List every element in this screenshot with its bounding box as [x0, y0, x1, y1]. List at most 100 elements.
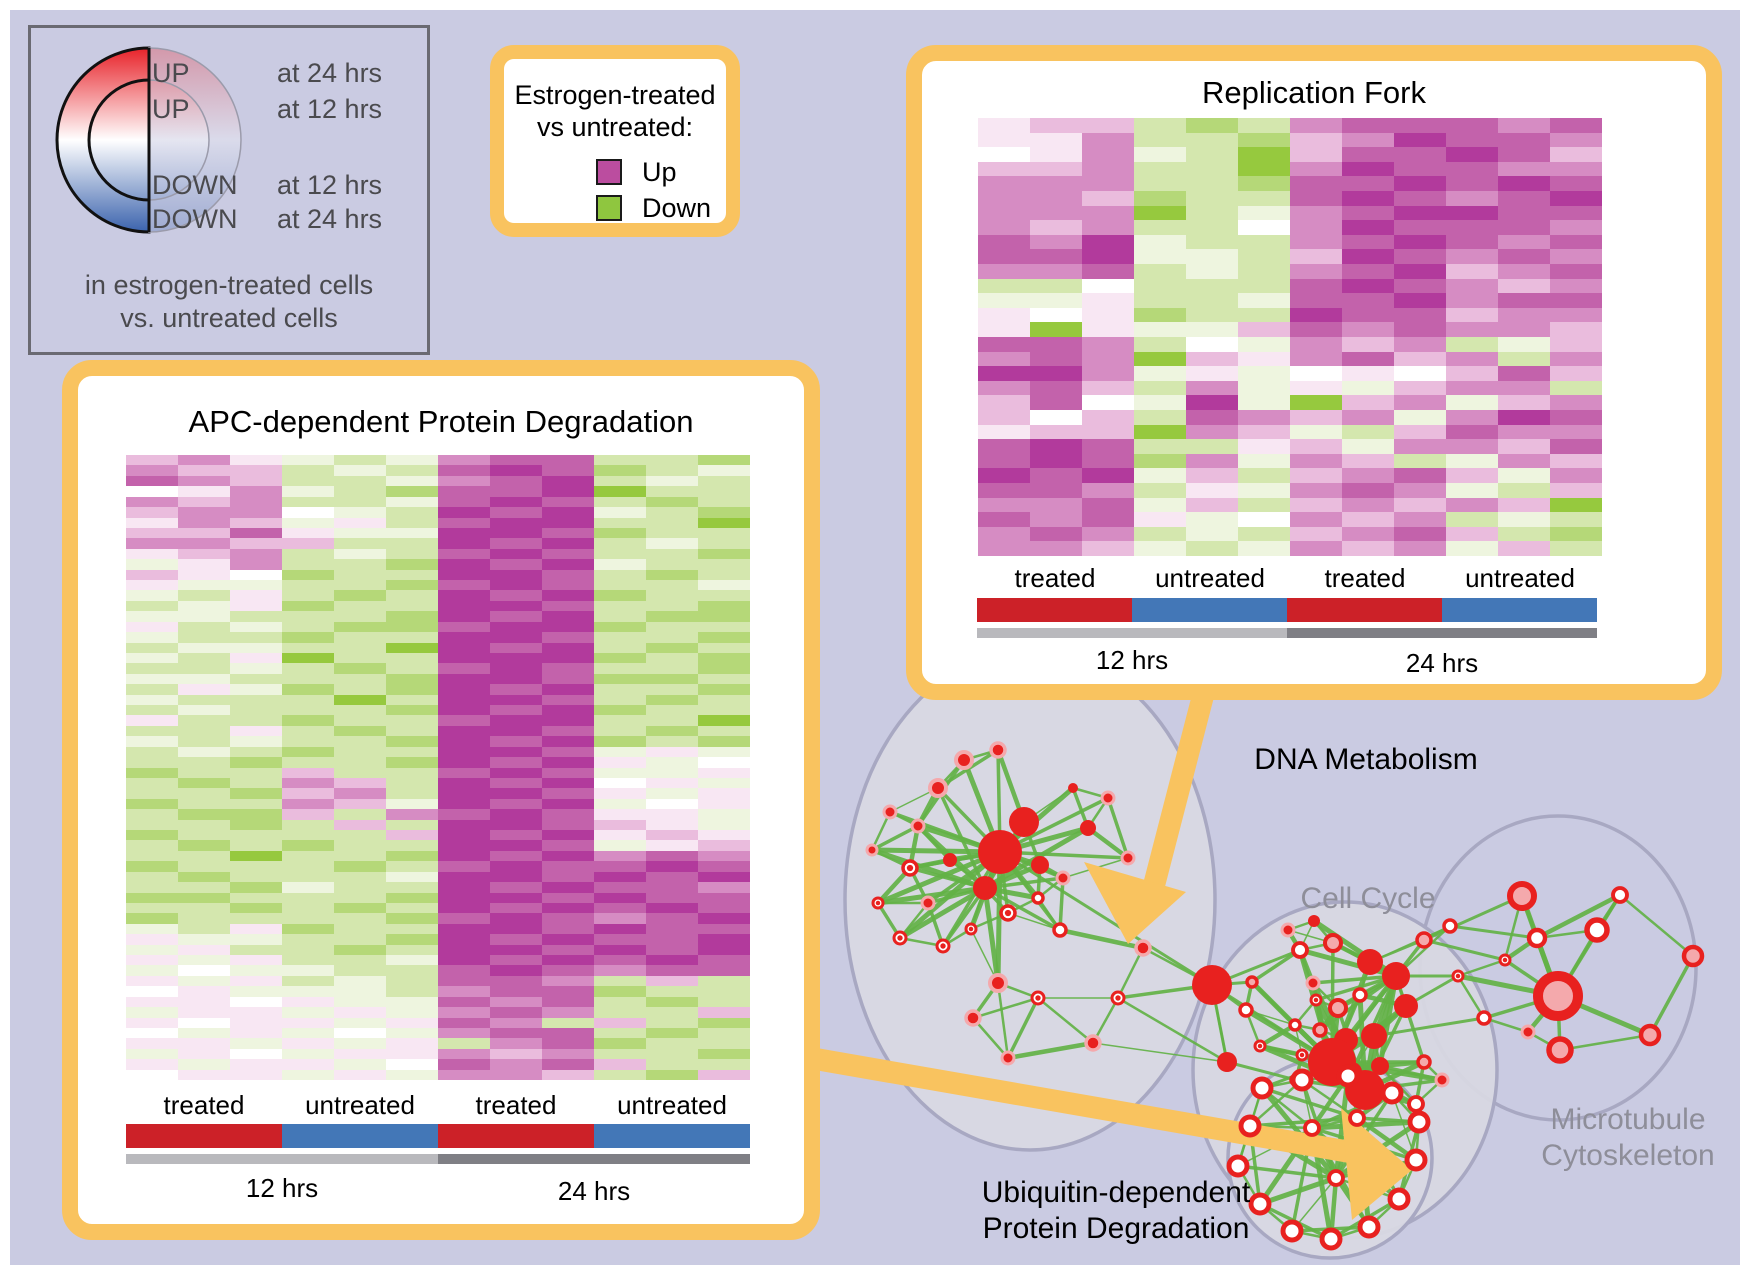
heatmap-cell	[178, 715, 230, 726]
heatmap-cell	[334, 861, 386, 872]
heatmap-cell	[438, 725, 490, 737]
panel-title: Replication Fork	[1202, 75, 1426, 110]
heatmap-cell	[1186, 176, 1238, 191]
heatmap-cell	[178, 975, 230, 987]
heatmap-cell	[594, 871, 646, 883]
heatmap-cell	[1030, 234, 1082, 250]
heatmap-cell	[594, 892, 646, 903]
untreated-bar	[282, 1124, 438, 1148]
heatmap-cell	[126, 1048, 178, 1060]
heatmap-cell	[282, 632, 334, 643]
heatmap-cell	[386, 684, 438, 695]
heatmap-cell	[282, 850, 334, 862]
network-node-dna-metabolism	[1217, 1052, 1237, 1072]
heatmap-cell	[1238, 278, 1290, 294]
network-edge	[972, 996, 1039, 1020]
heatmap-cell	[1446, 249, 1498, 264]
heatmap-cell	[230, 527, 282, 539]
time12-bar	[126, 1154, 438, 1164]
heatmap-cell	[1082, 307, 1134, 323]
heatmap-cell	[1134, 541, 1186, 556]
heatmap-cell	[282, 944, 334, 955]
heatmap-cell	[646, 902, 698, 914]
heatmap-cell	[1342, 380, 1394, 396]
heatmap-cell	[1342, 541, 1394, 556]
heatmap-cell	[490, 830, 542, 841]
heatmap-cell	[178, 1069, 230, 1080]
heatmap-cell	[594, 746, 646, 758]
heatmap-cell	[542, 725, 594, 737]
heatmap-cell	[438, 652, 490, 664]
heatmap-cell	[698, 652, 750, 664]
fold-dir-label: DOWN	[152, 170, 238, 200]
heatmap-cell	[1238, 351, 1290, 367]
network-node-ubiquitin-degradation	[1336, 1064, 1360, 1088]
heatmap-cell	[334, 611, 386, 622]
heatmap-cell	[1290, 132, 1342, 148]
heatmap-cell	[542, 663, 594, 674]
heatmap-cell	[334, 934, 386, 945]
network-edge	[1311, 1119, 1420, 1131]
heatmap-cell	[1446, 191, 1498, 206]
network-edge	[898, 885, 987, 941]
heatmap-cell	[1394, 512, 1446, 527]
heatmap-cell	[1082, 337, 1134, 352]
heatmap-cell	[1342, 424, 1394, 440]
heatmap-cell	[1342, 307, 1394, 323]
heatmap-cell	[1342, 439, 1394, 454]
heatmap-cell	[386, 767, 438, 778]
network-edge	[1291, 1177, 1337, 1232]
heatmap-cell	[646, 1038, 698, 1049]
heatmap-cell	[230, 1027, 282, 1039]
heatmap-cell	[978, 205, 1030, 221]
heatmap-cell	[230, 996, 282, 1008]
network-edge	[1092, 1042, 1228, 1063]
network-node-dna-metabolism	[1192, 965, 1232, 1005]
network-edge	[972, 1017, 1009, 1059]
heatmap-cell	[126, 1038, 178, 1049]
heatmap-cell	[178, 559, 230, 570]
heatmap-cell	[646, 621, 698, 633]
heatmap-cell	[1030, 541, 1082, 556]
heatmap-cell	[1030, 220, 1082, 235]
heatmap-cell	[230, 767, 282, 778]
heatmap-cell	[334, 694, 386, 705]
heatmap-cell	[594, 1038, 646, 1049]
heatmap-cell	[230, 777, 282, 789]
replication-fork-panel: Replication Fork treated untreated treat…	[906, 45, 1722, 700]
heatmap-cell	[1498, 337, 1550, 352]
heatmap-cell	[438, 694, 490, 705]
heatmap-cell	[698, 1059, 750, 1070]
heatmap-cell	[698, 965, 750, 976]
network-node-ubiquitin-degradation	[1387, 1187, 1411, 1211]
heatmap-cell	[386, 1027, 438, 1039]
heatmap-cell	[1498, 176, 1550, 191]
heatmap-cell	[646, 746, 698, 758]
heatmap-cell	[698, 830, 750, 841]
network-node-dna-metabolism	[1055, 870, 1071, 886]
heatmap-cell	[1030, 118, 1082, 133]
heatmap-cell	[978, 220, 1030, 235]
heatmap-cell	[386, 757, 438, 768]
network-node-dna-metabolism	[906, 864, 914, 872]
network-edge	[1007, 1040, 1094, 1061]
heatmap-cell	[698, 757, 750, 768]
network-node-cell-cycle	[1280, 922, 1296, 938]
heatmap-cell	[230, 652, 282, 664]
connector-arrow-shaft	[1141, 685, 1216, 896]
fold-time-label: at 12 hrs	[277, 170, 383, 200]
heatmap-cell	[230, 788, 282, 799]
treated-bar	[438, 1124, 594, 1148]
heatmap-cell	[1550, 147, 1602, 162]
heatmap-cell	[126, 559, 178, 570]
heatmap-cell	[1342, 118, 1394, 133]
heatmap-cell	[334, 840, 386, 851]
heatmap-cell	[594, 580, 646, 591]
heatmap-cell	[230, 465, 282, 476]
heatmap-cell	[490, 507, 542, 518]
heatmap-cell	[1342, 161, 1394, 177]
heatmap-cell	[542, 840, 594, 851]
heatmap-cell	[646, 632, 698, 643]
heatmap-cell	[178, 1007, 230, 1018]
heatmap-cell	[698, 725, 750, 737]
